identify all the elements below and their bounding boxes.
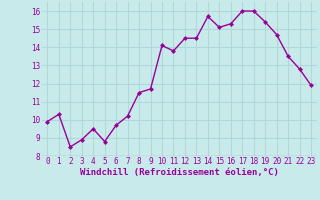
X-axis label: Windchill (Refroidissement éolien,°C): Windchill (Refroidissement éolien,°C) [80,168,279,177]
